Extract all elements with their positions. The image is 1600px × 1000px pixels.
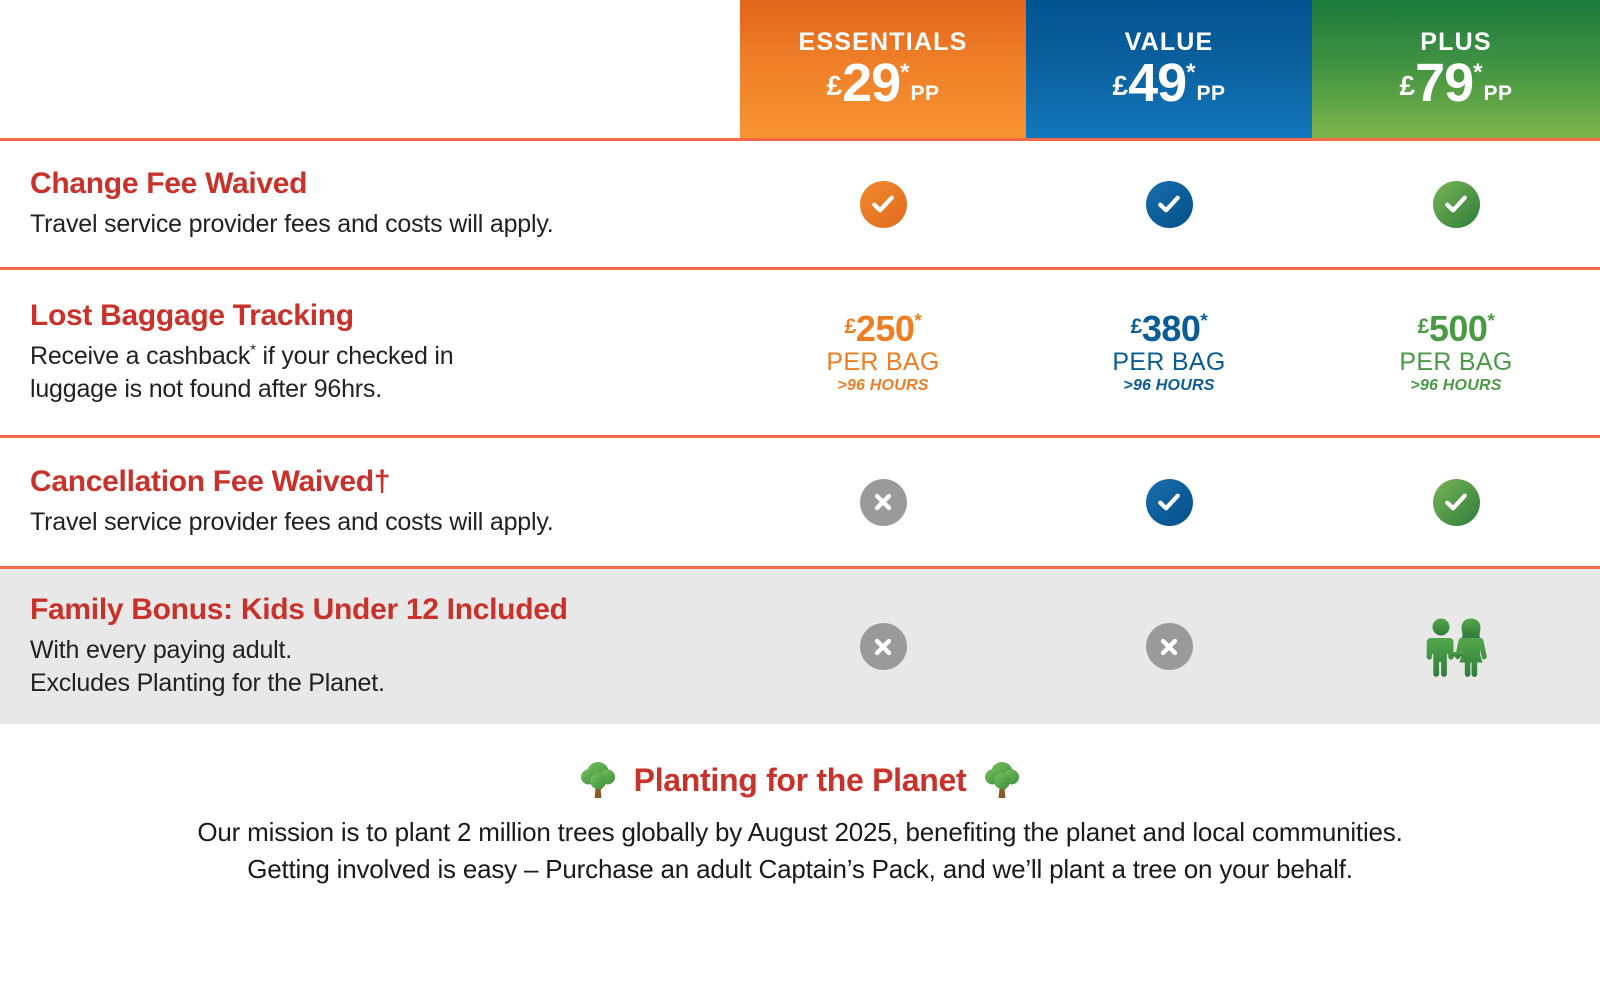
row-divider	[0, 435, 1600, 438]
value-cell-value: £380 * PER BAG >96 HOURS	[1026, 270, 1312, 435]
baggage-hours-label: >96 HOURS	[837, 377, 929, 394]
price-asterisk: *	[900, 58, 910, 86]
feature-description: Travel service provider fees and costs w…	[30, 210, 554, 239]
tree-icon	[580, 760, 616, 800]
amount-asterisk: *	[1487, 311, 1495, 332]
baggage-amount: £250 *	[826, 311, 939, 347]
feature-description-line1: With every paying adult.	[30, 636, 292, 665]
amount-value: 250	[855, 308, 915, 349]
feature-cell: Family Bonus: Kids Under 12 Included Wit…	[0, 569, 740, 724]
feature-description: Travel service provider fees and costs w…	[30, 508, 554, 537]
feature-title: Lost Baggage Tracking	[30, 298, 354, 332]
feature-description-line2: Excludes Planting for the Planet.	[30, 669, 385, 698]
check-circle-icon-orange	[859, 180, 907, 228]
price-unit: PP	[910, 82, 940, 106]
price-amount: 79	[1415, 52, 1474, 113]
children-icon-green	[1421, 616, 1491, 678]
value-cell-essentials: £250 * PER BAG >96 HOURS	[740, 270, 1026, 435]
currency-symbol: £	[826, 69, 843, 101]
feature-description-line2: luggage is not found after 96hrs.	[30, 375, 382, 404]
baggage-amount: £380 *	[1112, 311, 1225, 347]
value-cell-plus: £500 * PER BAG >96 HOURS	[1312, 270, 1600, 435]
planting-footer: Planting for the Planet	[0, 724, 1600, 888]
value-cell-plus	[1312, 141, 1600, 267]
baggage-amount-block-plus: £500 * PER BAG >96 HOURS	[1399, 311, 1512, 394]
feature-title: Family Bonus: Kids Under 12 Included	[30, 592, 568, 626]
feature-description: Receive a cashback* if your checked in l…	[30, 340, 740, 406]
plan-price-plus: £ 79 * PP	[1399, 52, 1513, 113]
plan-name-essentials: ESSENTIALS	[798, 27, 968, 56]
amount-value: 500	[1428, 308, 1488, 349]
plan-header-essentials[interactable]: ESSENTIALS £ 29 * PP	[740, 0, 1026, 138]
plan-price-essentials: £ 29 * PP	[826, 52, 940, 113]
baggage-per-label: PER BAG	[1399, 348, 1513, 376]
check-circle-icon-green	[1432, 180, 1480, 228]
plan-name-value: VALUE	[1124, 27, 1214, 56]
footer-title: Planting for the Planet	[633, 761, 967, 798]
table-row: Family Bonus: Kids Under 12 Included Wit…	[0, 569, 1600, 724]
table-row: Cancellation Fee Waived† Travel service …	[0, 438, 1600, 566]
feature-title: Cancellation Fee Waived†	[30, 464, 391, 498]
price-asterisk: *	[1473, 58, 1483, 86]
currency-symbol: £	[844, 315, 857, 338]
price-unit: PP	[1196, 82, 1226, 106]
value-cell-essentials	[740, 569, 1026, 724]
currency-symbol: £	[1417, 315, 1430, 338]
currency-symbol: £	[1130, 315, 1143, 338]
plan-header-row: ESSENTIALS £ 29 * PP VALUE £ 49 * PP PLU…	[0, 0, 1600, 138]
value-cell-essentials	[740, 438, 1026, 566]
plan-header-plus[interactable]: PLUS £ 79 * PP	[1312, 0, 1600, 138]
table-row: Change Fee Waived Travel service provide…	[0, 141, 1600, 267]
plan-header-value[interactable]: VALUE £ 49 * PP	[1026, 0, 1312, 138]
table-row: Lost Baggage Tracking Receive a cashback…	[0, 270, 1600, 435]
price-unit: PP	[1483, 82, 1513, 106]
feature-title: Change Fee Waived	[30, 166, 308, 200]
currency-symbol: £	[1112, 69, 1129, 101]
baggage-per-label: PER BAG	[1112, 348, 1226, 376]
row-divider	[0, 267, 1600, 270]
feature-cell: Change Fee Waived Travel service provide…	[0, 141, 740, 267]
check-circle-icon-blue	[1145, 180, 1193, 228]
price-amount: 49	[1128, 52, 1187, 113]
currency-symbol: £	[1399, 69, 1416, 101]
plan-name-plus: PLUS	[1420, 27, 1492, 56]
value-cell-plus	[1312, 438, 1600, 566]
baggage-amount-block-value: £380 * PER BAG >96 HOURS	[1112, 311, 1225, 394]
footer-paragraph-line1: Our mission is to plant 2 million trees …	[197, 817, 1403, 847]
amount-asterisk: *	[914, 311, 922, 332]
cross-circle-icon-grey	[859, 478, 907, 526]
row-divider	[0, 566, 1600, 569]
baggage-per-label: PER BAG	[826, 348, 940, 376]
price-amount: 29	[842, 52, 901, 113]
feature-cell: Lost Baggage Tracking Receive a cashback…	[0, 270, 740, 435]
pricing-comparison-table: ESSENTIALS £ 29 * PP VALUE £ 49 * PP PLU…	[0, 0, 1600, 888]
value-cell-plus	[1312, 569, 1600, 724]
baggage-amount-block-essentials: £250 * PER BAG >96 HOURS	[826, 311, 939, 394]
cross-circle-icon-grey	[1145, 623, 1193, 670]
header-spacer	[0, 0, 740, 138]
feature-cell: Cancellation Fee Waived† Travel service …	[0, 438, 740, 566]
value-cell-value	[1026, 438, 1312, 566]
check-circle-icon-green	[1432, 478, 1480, 526]
baggage-hours-label: >96 HOURS	[1123, 377, 1215, 394]
check-circle-icon-blue	[1145, 478, 1193, 526]
feature-description: With every paying adult. Excludes Planti…	[30, 634, 740, 700]
amount-value: 380	[1141, 308, 1201, 349]
baggage-hours-label: >96 HOURS	[1410, 377, 1502, 394]
plan-price-value: £ 49 * PP	[1112, 52, 1226, 113]
amount-asterisk: *	[1200, 311, 1208, 332]
price-asterisk: *	[1186, 58, 1196, 86]
cross-circle-icon-grey	[859, 623, 907, 670]
value-cell-value	[1026, 569, 1312, 724]
value-cell-essentials	[740, 141, 1026, 267]
feature-description-part1: Receive a cashback	[30, 342, 251, 371]
footer-title-row: Planting for the Planet	[0, 760, 1600, 800]
feature-description-asterisk: *	[250, 341, 256, 359]
baggage-amount: £500 *	[1399, 311, 1512, 347]
footer-paragraph-line2: Getting involved is easy – Purchase an a…	[247, 853, 1353, 884]
tree-icon	[984, 760, 1020, 800]
value-cell-value	[1026, 141, 1312, 267]
feature-description-part2: if your checked in	[255, 342, 454, 371]
row-divider	[0, 138, 1600, 141]
